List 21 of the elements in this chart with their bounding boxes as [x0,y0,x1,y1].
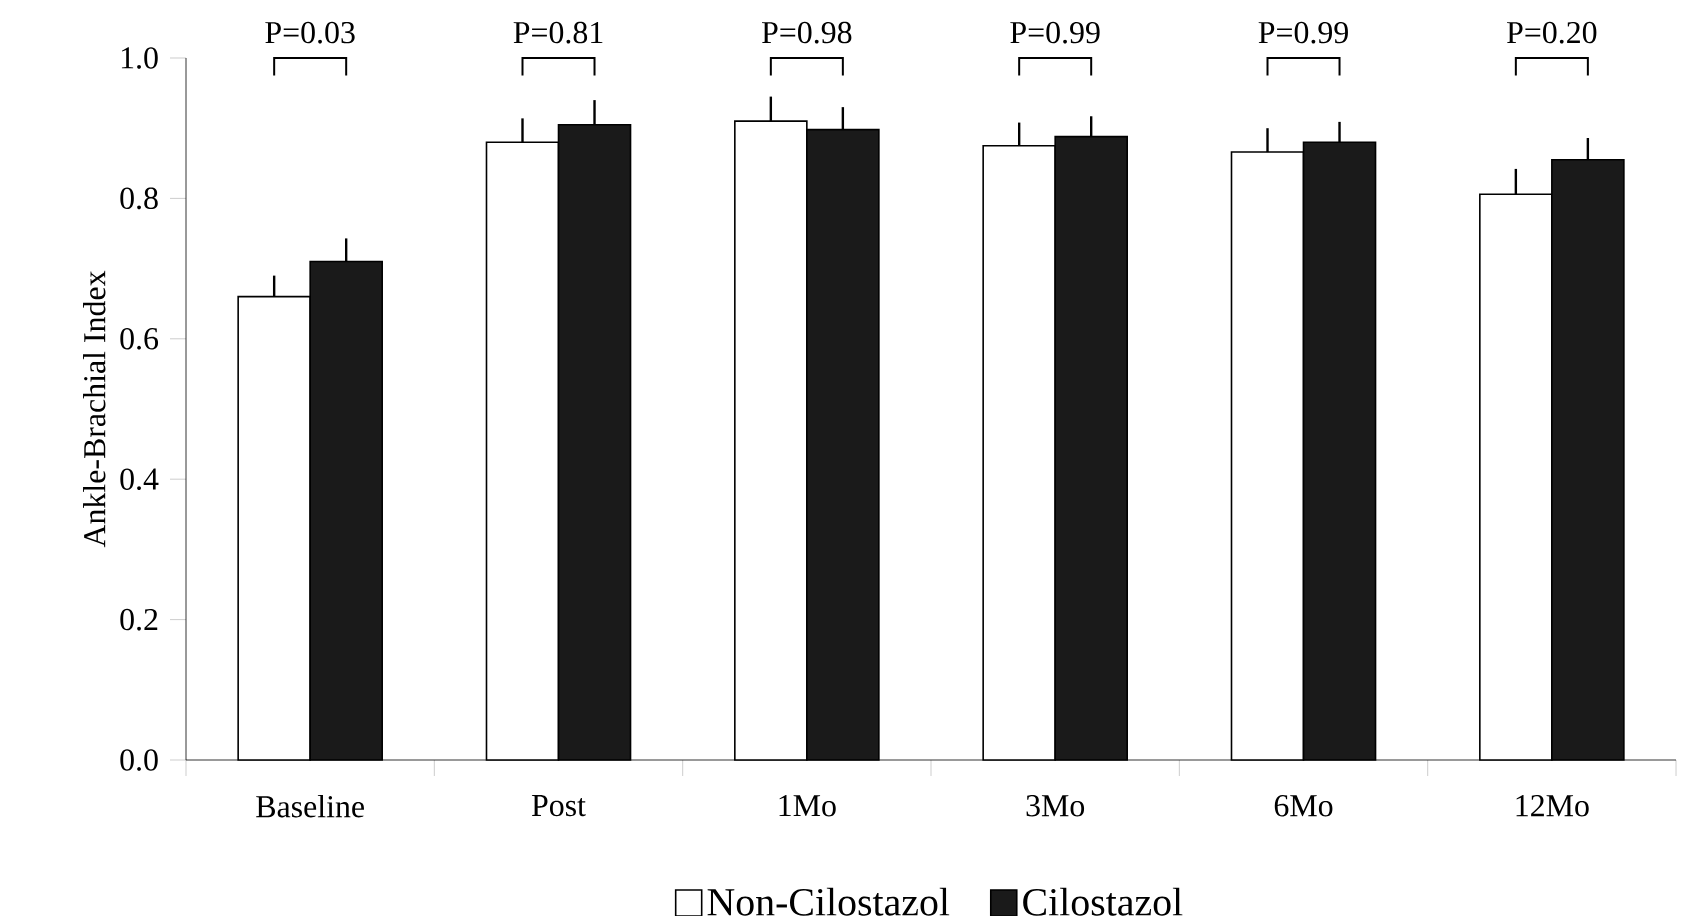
text: P=0.98 [762,21,852,44]
legend-label: Non-Cilostazol [707,887,950,916]
legend-label: Cilostazol [1023,887,1183,916]
text: P=0.03 [265,21,355,44]
y-tick-label: 0.6 [120,327,159,350]
text: P=0.99 [1258,21,1348,44]
x-tick-label: 1Mo [779,795,836,817]
x-tick-label: 6Mo [1274,795,1333,817]
x-tick-label: Post [531,795,586,817]
y-tick-label: 0.4 [120,468,159,491]
y-tick-label: 1.0 [121,47,158,69]
text: P=0.99 [1010,21,1100,44]
y-axis-title: Ankle-Brachial Index [83,270,106,548]
y-tick-label: 0.2 [120,608,158,631]
x-tick-label: Baseline [256,795,364,818]
y-tick-label: 0.0 [120,749,158,771]
x-tick-label: 12Mo [1516,795,1589,817]
text: P=0.81 [513,21,603,44]
text: P=0.20 [1507,21,1597,44]
x-tick-label: 3Mo [1026,795,1085,817]
y-tick-label: 0.8 [120,187,158,210]
